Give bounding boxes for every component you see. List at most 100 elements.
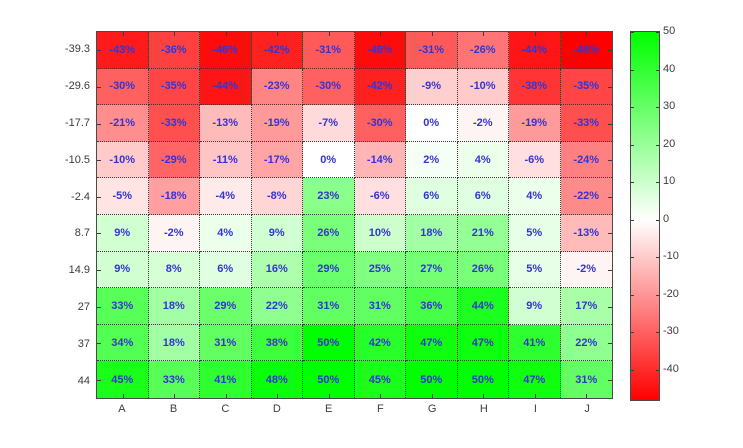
tick-mark (97, 269, 101, 271)
cell-value: -26% (469, 43, 496, 56)
colorbar-tick-labels: 50 40 30 20 10 0 -10 -20 -30 -40 (663, 25, 703, 401)
heatmap-cell: 45% (97, 361, 149, 398)
heatmap-cell: 42% (354, 324, 406, 362)
tick-mark (631, 294, 634, 296)
tick-mark (656, 182, 659, 184)
heatmap-cell: -30% (354, 105, 406, 142)
heatmap-cell: 4% (457, 141, 509, 179)
tick-mark (483, 394, 485, 398)
heatmap-cell: 21% (457, 214, 509, 252)
tick-mark (534, 394, 536, 398)
tick-mark (656, 69, 659, 71)
heatmap-cell: 22% (560, 324, 612, 362)
heatmap-cell: -31% (303, 32, 355, 69)
cell-value: 18% (162, 299, 185, 312)
cell-value: 31% (317, 299, 340, 312)
cell-value: 6% (474, 190, 491, 203)
tick-mark (631, 257, 634, 259)
colorbar-tick-label: -30 (663, 325, 679, 338)
x-axis-labels: A B C D E F G H I J (96, 402, 613, 420)
heatmap-cell: 9% (97, 214, 149, 252)
heatmap-cell: 9% (97, 251, 149, 289)
x-tick-label: E (325, 403, 333, 415)
tick-mark (608, 269, 612, 271)
heatmap-cell: -35% (560, 68, 612, 106)
y-axis-labels: -39.3 -29.6 -17.7 -10.5 -2.4 8.7 14.9 27 37 44 (0, 31, 90, 399)
x-tick-label: H (479, 403, 488, 415)
heatmap-cell: 22% (251, 288, 303, 325)
y-tick-label: 8.7 (74, 227, 90, 240)
cell-value: -42% (366, 80, 393, 93)
cell-value: 50% (317, 336, 340, 349)
heatmap-cell: -10% (457, 68, 509, 106)
heatmap-cell: 25% (354, 251, 406, 289)
cell-value: -14% (366, 153, 393, 166)
cell-value: 6% (423, 190, 440, 203)
heatmap-cell: -2% (457, 105, 509, 142)
colorbar-tick-label: 10 (663, 175, 676, 188)
tick-mark (631, 69, 634, 71)
heatmap-cell: 31% (200, 324, 252, 362)
colorbar (630, 31, 660, 401)
tick-mark (431, 32, 433, 36)
cell-value: -19% (521, 116, 548, 129)
tick-mark (97, 160, 101, 162)
heatmap-cell: 17% (560, 288, 612, 325)
y-tick-label: -2.4 (71, 190, 90, 203)
cell-value: 44% (471, 299, 494, 312)
cell-value: -5% (112, 190, 133, 203)
tick-mark (656, 332, 659, 334)
x-tick-label: A (118, 403, 126, 415)
cell-value: -6% (524, 153, 545, 166)
cell-value: 4% (474, 153, 491, 166)
tick-mark (656, 32, 659, 33)
cell-value: -30% (109, 80, 136, 93)
tick-mark (174, 394, 176, 398)
heatmap-cell: 23% (303, 178, 355, 215)
cell-value: 21% (471, 226, 494, 239)
cell-value: -21% (109, 116, 136, 129)
heatmap-cell: 0% (406, 105, 458, 142)
cell-value: 38% (265, 336, 288, 349)
cell-value: -42% (263, 43, 290, 56)
cell-value: -9% (421, 80, 442, 93)
cell-value: -4% (215, 190, 236, 203)
cell-value: -10% (469, 80, 496, 93)
heatmap-cell: 9% (509, 288, 561, 325)
cell-value: 18% (162, 336, 185, 349)
tick-mark (656, 257, 659, 259)
heatmap-cell: -35% (148, 68, 200, 106)
x-tick-label: D (272, 403, 281, 415)
heatmap-cell: 0% (303, 141, 355, 179)
tick-mark (277, 32, 279, 36)
heatmap-cell: -48% (560, 32, 612, 69)
cell-value: 33% (162, 373, 185, 386)
cell-value: 31% (368, 299, 391, 312)
cell-value: -38% (521, 80, 548, 93)
heatmap-cell: -24% (560, 141, 612, 179)
tick-mark (631, 182, 634, 184)
tick-mark (631, 332, 634, 334)
heatmap-cell: -7% (303, 105, 355, 142)
heatmap-cell: 33% (97, 288, 149, 325)
cell-value: 36% (420, 299, 443, 312)
cell-value: -44% (212, 80, 239, 93)
colorbar-tick-label: 0 (663, 212, 670, 225)
y-tick-label: 14.9 (68, 264, 90, 277)
heatmap-cell: 33% (148, 361, 200, 398)
colorbar-tick-label: -10 (663, 250, 679, 263)
heatmap-cell: -30% (303, 68, 355, 106)
tick-mark (608, 123, 612, 125)
tick-mark (97, 343, 101, 345)
y-tick-label: 27 (77, 301, 90, 313)
heatmap-cell: 29% (200, 288, 252, 325)
colorbar-tick-label: 50 (663, 25, 676, 37)
cell-value: 47% (523, 373, 546, 386)
tick-mark (225, 32, 227, 36)
heatmap-cell: 38% (251, 324, 303, 362)
cell-value: 50% (471, 373, 494, 386)
cell-value: -35% (160, 80, 187, 93)
cell-value: -11% (212, 153, 238, 166)
tick-mark (608, 86, 612, 88)
